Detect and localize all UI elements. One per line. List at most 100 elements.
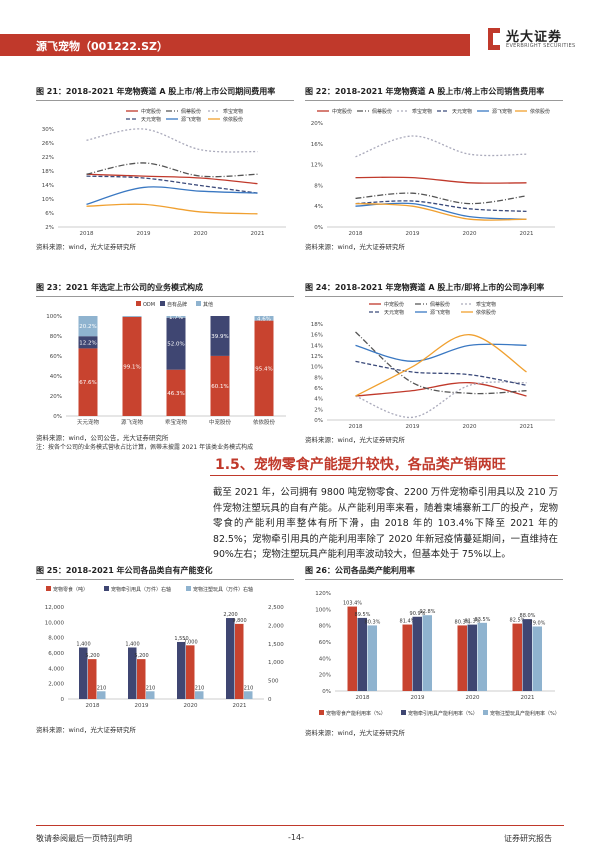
- fig24-ytick-0: 0%: [314, 418, 323, 424]
- fig23-bar-0-1: [122, 316, 142, 416]
- fig24-ytick-9: 18%: [311, 322, 323, 328]
- fig23-bar-2-2: [166, 316, 186, 318]
- fig21-legend-label-4: 源飞宠物: [181, 116, 201, 123]
- fig25-ytick-left-3: 6,000: [48, 651, 64, 657]
- fig26-bar-1-0: [357, 617, 367, 691]
- fig25-xtick-0: 2018: [86, 703, 100, 709]
- fig26-legend-swatch-1: [401, 710, 406, 715]
- fig23-note: 注：按各个公司的业务模式营收占比计算，佩蒂未披露 2021 年该类业务模式构成: [36, 444, 254, 451]
- fig23-xtick-1: 源飞宠物: [121, 418, 144, 426]
- fig21-legend-label-0: 中宠股份: [141, 108, 161, 115]
- fig23-bar-2-1: [122, 316, 142, 317]
- fig21-chart: 2% 6% 10% 14% 18% 22% 26% 30% 2018 2019 2020 2021 中宠…: [42, 108, 286, 237]
- fig22-source: 资料来源：wind，光大证券研究所: [305, 243, 405, 251]
- footer-page-number: -14-: [288, 833, 304, 842]
- fig24-series-1: [355, 331, 527, 395]
- fig24-legend-label-2: 乖宝宠物: [476, 301, 496, 308]
- fig21-ytick-3: 14%: [42, 183, 54, 189]
- fig25-bar-0-3: [235, 623, 244, 699]
- fig26-bar-0-2: [457, 625, 467, 691]
- fig21-legend-label-2: 乖宝宠物: [223, 108, 243, 115]
- fig23-bar-1-2: [166, 317, 186, 370]
- fig23-legend-label-2: 其他: [203, 301, 213, 308]
- fig26-bar-label-2-1: 92.8%: [420, 609, 436, 615]
- fig25-bar-1-2: [177, 641, 186, 699]
- fig23-bar-label-0-0: 67.6%: [79, 380, 96, 386]
- fig23-legend-swatch-2: [196, 301, 201, 306]
- fig25-bar-label-2-3: 210: [244, 685, 254, 691]
- fig25-ytick-right-5: 2,500: [268, 605, 284, 611]
- fig26-bar-label-0-1: 81.4%: [400, 619, 416, 625]
- fig26-bar-1-2: [467, 624, 477, 691]
- fig21-ytick-1: 6%: [45, 211, 54, 217]
- brand-logo: 光大证券 EVERBRIGHT SECURITIES: [488, 26, 578, 56]
- fig23-bar-2-4: [254, 316, 274, 321]
- fig25-bar-1-1: [128, 647, 137, 699]
- fig25-bar-2-1: [146, 691, 155, 699]
- fig21-series-2: [86, 128, 258, 153]
- fig25-ytick-left-2: 4,000: [48, 666, 64, 672]
- fig26-bar-label-1-3: 88.0%: [520, 613, 536, 619]
- fig21-ytick-0: 2%: [45, 225, 54, 231]
- fig26-bar-label-0-0: 103.4%: [343, 601, 362, 607]
- fig22-legend-label-1: 佩蒂股份: [372, 108, 392, 115]
- fig22-legend-label-4: 源飞宠物: [492, 108, 512, 115]
- fig24-title: 图 24：2018-2021 年宠物赛道 A 股上市/即将上市的公司净利率: [305, 283, 545, 292]
- fig21-series-0: [86, 173, 258, 185]
- page-header: 源飞宠物（001222.SZ） 光大证券 EVERBRIGHT SECURITI…: [0, 0, 600, 60]
- fig24-chart: 0% 2% 4% 6% 8% 10% 12% 14% 16% 18% 2018 2019 2020 202…: [311, 301, 555, 430]
- fig25-chart: 0 2,000 4,000 6,000 8,000 10,000 12,000 0 500 1,0…: [45, 586, 284, 709]
- fig24-ytick-2: 4%: [314, 397, 323, 403]
- fig25-legend-swatch-0: [46, 586, 51, 591]
- fig21-xtick-1: 2019: [137, 231, 151, 237]
- fig23-bar-0-3: [210, 355, 230, 416]
- fig23-bar-1-3: [210, 316, 230, 356]
- fig26-xtick-0: 2018: [356, 695, 370, 701]
- fig23-legend-swatch-0: [136, 301, 141, 306]
- fig23-ytick-5: 100%: [46, 314, 62, 320]
- fig22-legend-label-0: 中宠股份: [332, 108, 352, 115]
- fig22-chart: 0% 4% 8% 12% 16% 20% 2018 2019 2020 2021 中宠股份 佩蒂股份 乖…: [311, 108, 555, 237]
- fig21-series-4: [86, 186, 258, 206]
- fig24-xtick-0: 2018: [349, 424, 363, 430]
- fig26-bar-label-0-2: 80.3%: [455, 619, 471, 625]
- fig23-xtick-2: 乖宝宠物: [165, 418, 188, 426]
- fig25-bar-label-1-0: 1,400: [76, 641, 90, 647]
- fig26-bar-label-1-2: 81.3%: [465, 619, 481, 625]
- fig26-title-rule: [305, 579, 563, 580]
- fig23-bar-label-2-2: 1.7%: [169, 315, 183, 321]
- fig26-legend-swatch-2: [483, 710, 488, 715]
- fig25-bar-0-1: [137, 659, 146, 699]
- fig25-legend-label-0: 宠物零食（吨）: [53, 586, 88, 593]
- fig21-series-1: [86, 162, 258, 178]
- fig22-xtick-2: 2020: [463, 231, 477, 237]
- fig24-title-rule: [305, 296, 563, 297]
- fig24-series-3: [355, 360, 527, 386]
- fig25-bar-0-0: [88, 659, 97, 699]
- fig22-legend-label-5: 依依股份: [530, 108, 550, 115]
- fig25-bar-label-1-1: 1,400: [125, 641, 139, 647]
- fig25-bar-label-0-2: 7,000: [183, 639, 197, 645]
- fig24-legend-label-5: 依依股份: [476, 309, 496, 316]
- fig26-bar-1-3: [522, 619, 532, 691]
- fig23-chart: 0% 20% 40% 60% 80% 100% 67.6% 12.2% 20.2% 天元宠物 99.…: [46, 301, 286, 426]
- fig23-bar-label-1-0: 12.2%: [79, 340, 96, 346]
- fig23-ytick-3: 60%: [50, 354, 62, 360]
- fig24-legend-label-4: 源飞宠物: [430, 309, 450, 316]
- fig26-bar-1-1: [412, 616, 422, 691]
- fig25-bar-2-2: [195, 691, 204, 699]
- fig25-bar-1-0: [79, 647, 88, 699]
- fig23-bar-2-0: [78, 316, 98, 337]
- logo-mark-cutout: [493, 33, 502, 45]
- fig24-ytick-3: 6%: [314, 386, 323, 392]
- fig22-xtick-1: 2019: [406, 231, 420, 237]
- fig26-source: 资料来源：wind，光大证券研究所: [305, 729, 405, 737]
- fig26-ytick-0: 0%: [322, 689, 331, 695]
- fig26-ytick-6: 120%: [315, 591, 331, 597]
- fig23-bar-0-4: [254, 320, 274, 416]
- fig21-legend-label-1: 佩蒂股份: [181, 108, 201, 115]
- fig23-title-rule: [36, 296, 294, 297]
- fig25-ytick-left-1: 2,000: [48, 682, 64, 688]
- footer-report-type: 证券研究报告: [504, 834, 552, 843]
- fig24-ytick-1: 2%: [314, 407, 323, 413]
